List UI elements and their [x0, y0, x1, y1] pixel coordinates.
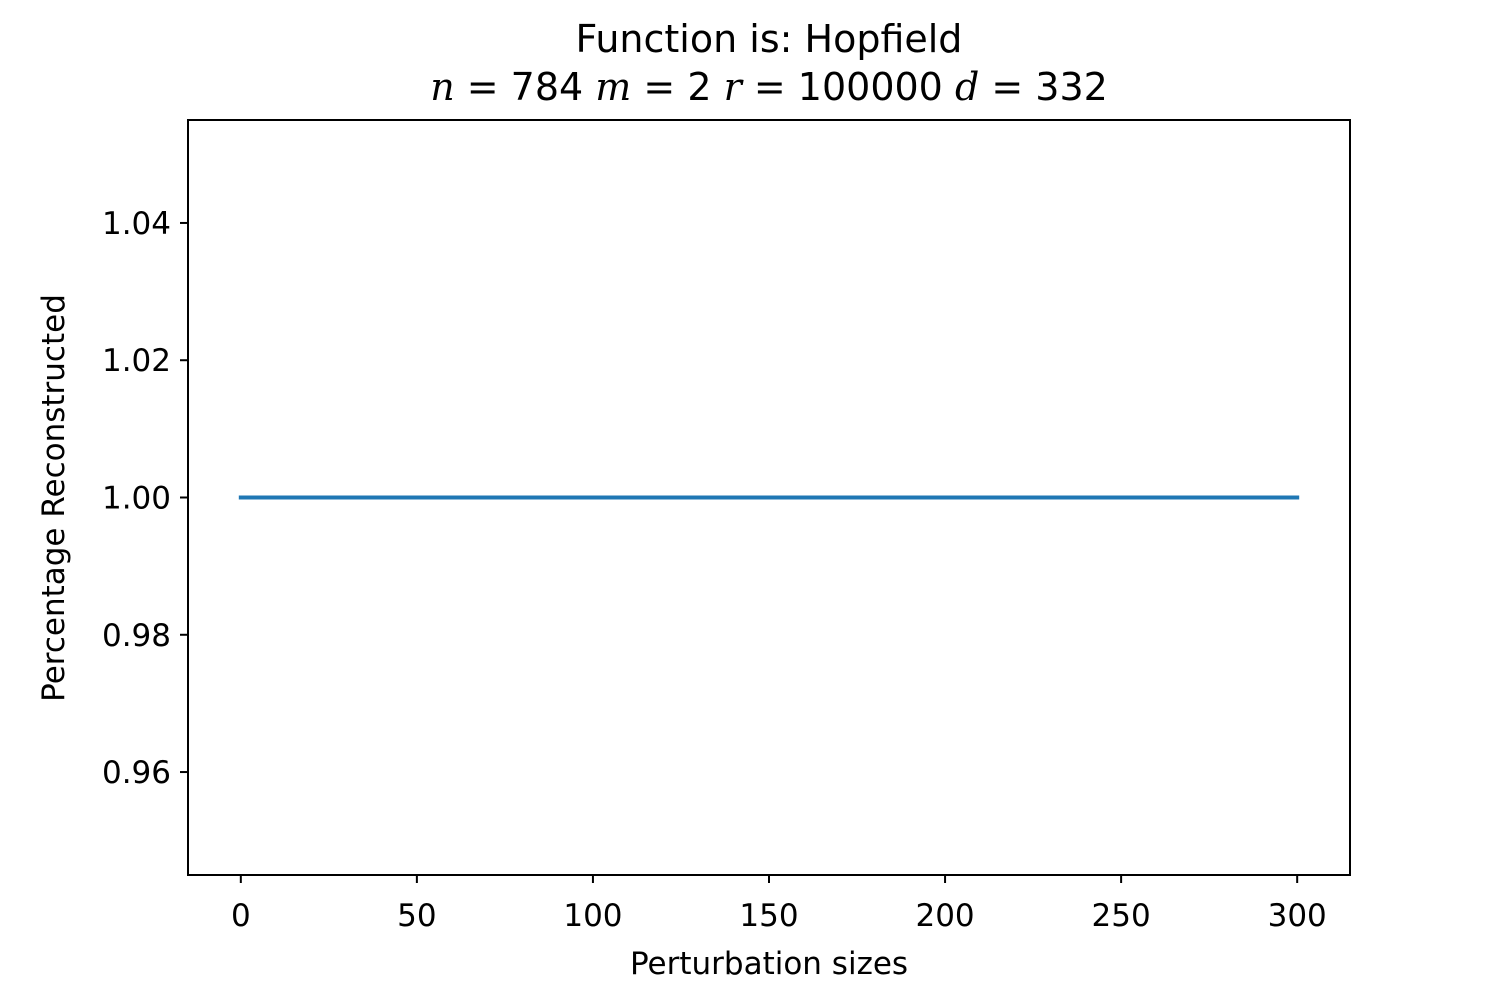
x-tick-label: 100 — [563, 898, 622, 934]
subtitle-m-value: 2 — [687, 65, 711, 109]
chart-title: Function is: Hopfield — [576, 17, 963, 61]
y-axis-label: Percentage Reconstructed — [36, 294, 72, 702]
subtitle-n-value: 784 — [511, 65, 584, 109]
x-tick-label: 150 — [739, 898, 798, 934]
subtitle-r-value: 100000 — [798, 65, 943, 109]
y-tick-label: 1.02 — [102, 343, 171, 379]
x-axis: 0 50 100 150 200 250 300 — [231, 875, 1327, 934]
y-tick-label: 0.96 — [102, 755, 171, 791]
y-tick-label: 1.00 — [102, 481, 171, 517]
subtitle-d-value: 332 — [1035, 65, 1108, 109]
y-tick-label: 1.04 — [102, 206, 171, 242]
x-axis-label: Perturbation sizes — [630, 946, 908, 982]
y-tick-label: 0.98 — [102, 618, 171, 654]
x-tick-label: 0 — [231, 898, 251, 934]
x-tick-label: 300 — [1268, 898, 1327, 934]
x-tick-label: 50 — [397, 898, 436, 934]
x-tick-label: 250 — [1092, 898, 1151, 934]
y-axis: 0.96 0.98 1.00 1.02 1.04 — [102, 206, 188, 791]
subtitle-m-label: m — [595, 65, 631, 109]
x-tick-label: 200 — [915, 898, 974, 934]
subtitle-n-label: n — [430, 65, 454, 109]
chart-subtitle: n = 784 m = 2 r = 100000 d = 332 — [430, 65, 1108, 109]
subtitle-r-label: r — [724, 65, 745, 109]
subtitle-d-label: d — [955, 65, 979, 109]
